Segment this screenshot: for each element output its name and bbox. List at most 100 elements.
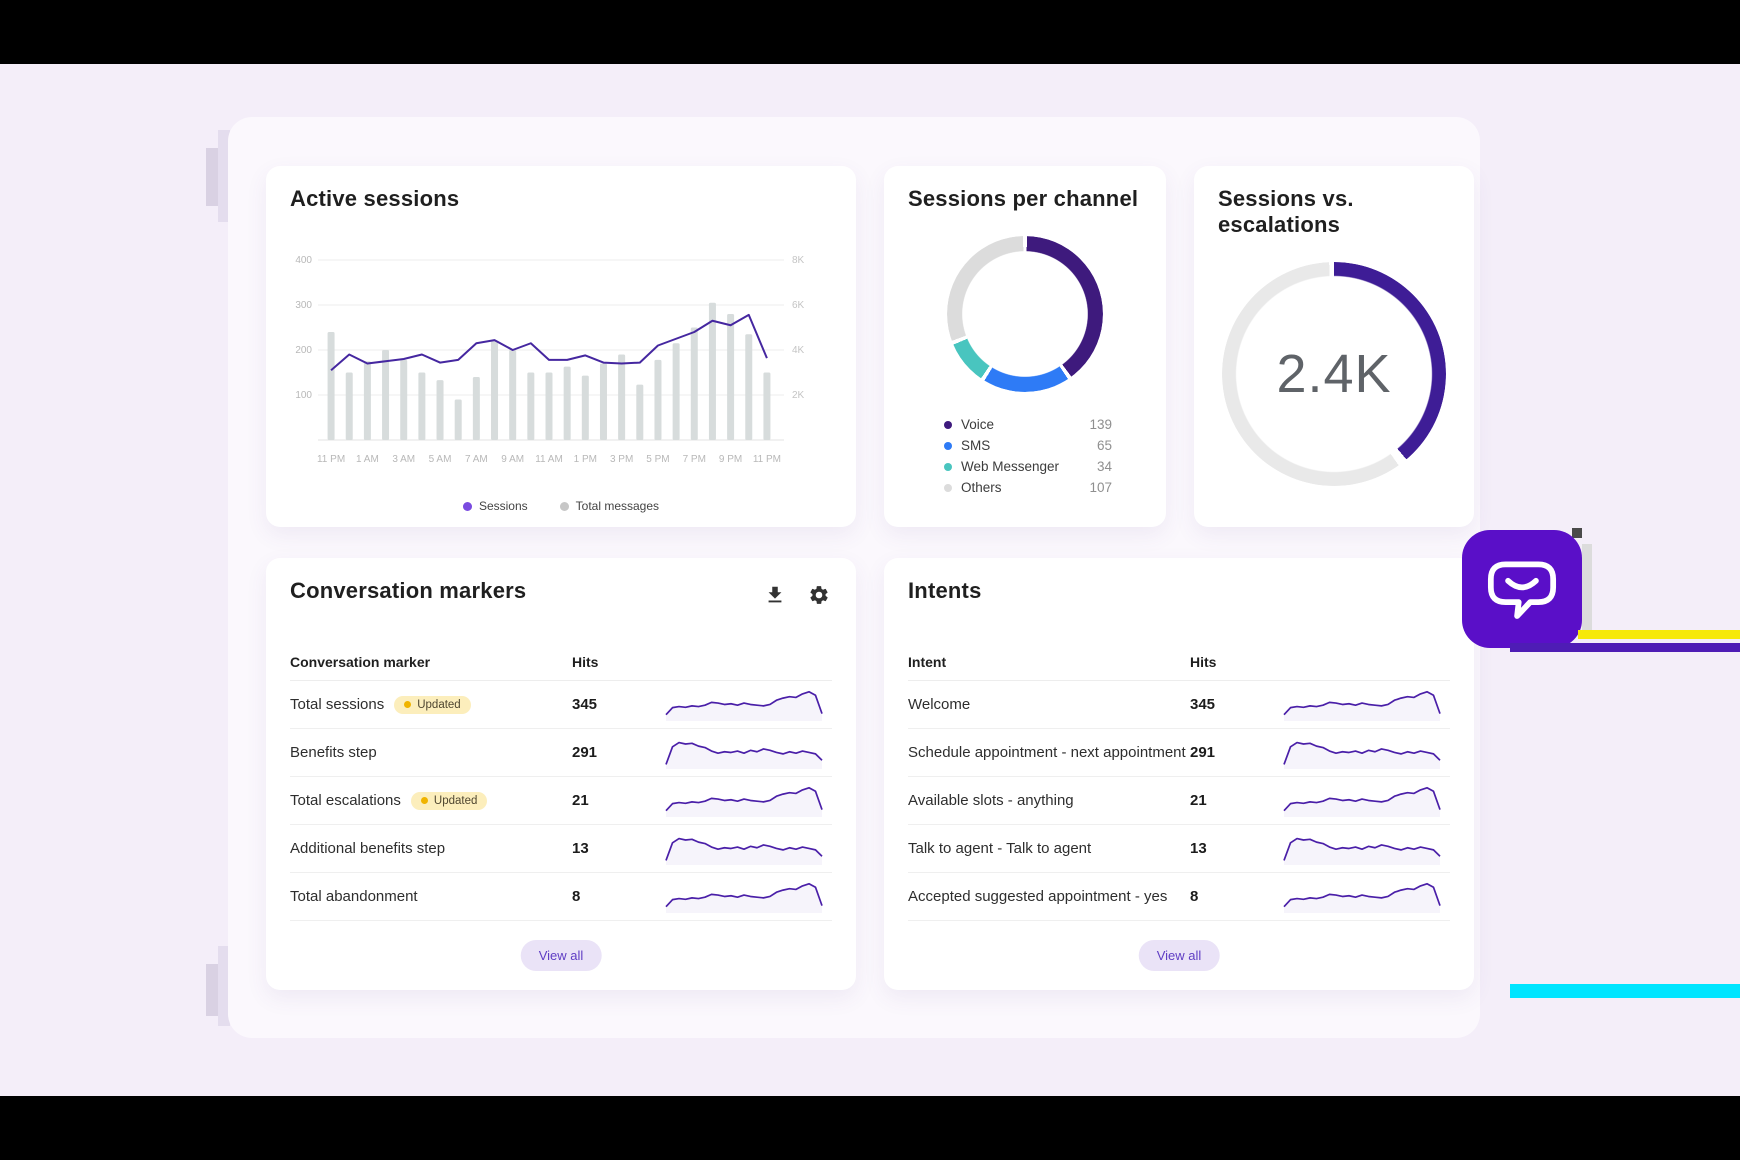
legend-value: 107 bbox=[1089, 480, 1112, 495]
svg-text:11 AM: 11 AM bbox=[535, 454, 563, 465]
table-row[interactable]: Total escalations Updated 21 bbox=[290, 777, 832, 825]
view-all-button[interactable]: View all bbox=[520, 940, 602, 971]
table-header: Intent Hits bbox=[908, 644, 1450, 681]
download-icon[interactable] bbox=[764, 584, 786, 606]
table-row[interactable]: Talk to agent - Talk to agent 13 bbox=[908, 825, 1450, 873]
row-sparkline bbox=[1282, 879, 1450, 915]
row-hits-value: 21 bbox=[1190, 792, 1207, 809]
legend-label: Voice bbox=[961, 417, 995, 432]
row-label: Accepted suggested appointment - yes bbox=[908, 888, 1190, 905]
svg-text:2K: 2K bbox=[792, 390, 805, 401]
svg-text:3 AM: 3 AM bbox=[392, 454, 415, 465]
row-label: Benefits step bbox=[290, 744, 572, 761]
legend-dot bbox=[559, 501, 569, 511]
sparkline-chart bbox=[665, 741, 823, 769]
svg-text:4K: 4K bbox=[792, 345, 805, 356]
row-sparkline bbox=[664, 879, 832, 915]
card-title: Active sessions bbox=[290, 186, 460, 211]
purple-accent-bar bbox=[1510, 643, 1740, 652]
card-title: Sessions per channel bbox=[908, 186, 1139, 211]
table-row[interactable]: Total sessions Updated 345 bbox=[290, 681, 832, 729]
sessions-per-channel-card: Sessions per channel Voice 139 SMS 65 Web Me… bbox=[884, 166, 1166, 527]
smile-speech-bubble-icon bbox=[1487, 561, 1557, 619]
legend-dot bbox=[944, 462, 952, 471]
row-sparkline bbox=[1282, 687, 1450, 723]
pixel-step-decoration bbox=[1582, 544, 1592, 630]
channel-legend-item: SMS 65 bbox=[944, 435, 1112, 456]
channel-legend-item: Others 107 bbox=[944, 477, 1112, 498]
yellow-accent-bar bbox=[1578, 630, 1740, 639]
svg-text:11 PM: 11 PM bbox=[753, 454, 781, 465]
settings-icon[interactable] bbox=[808, 584, 830, 606]
row-hits-value: 291 bbox=[572, 744, 598, 761]
legend-value: 65 bbox=[1096, 438, 1112, 453]
svg-text:8K: 8K bbox=[792, 255, 805, 266]
legend-item-total-messages[interactable]: Total messages bbox=[559, 499, 659, 513]
svg-text:1 AM: 1 AM bbox=[356, 454, 379, 465]
view-all-button[interactable]: View all bbox=[1138, 940, 1220, 971]
column-header: Hits bbox=[572, 654, 599, 670]
row-label-text: Total sessions bbox=[290, 696, 385, 713]
svg-text:6K: 6K bbox=[792, 300, 805, 311]
row-hits-value: 291 bbox=[1190, 744, 1216, 761]
svg-text:300: 300 bbox=[295, 300, 312, 311]
card-title: Sessions vs. escalations bbox=[1218, 186, 1354, 237]
row-label-text: Accepted suggested appointment - yes bbox=[908, 888, 1168, 905]
svg-text:1 PM: 1 PM bbox=[574, 454, 597, 465]
row-sparkline bbox=[1282, 783, 1450, 819]
svg-text:5 AM: 5 AM bbox=[429, 454, 452, 465]
updated-badge: Updated bbox=[410, 791, 488, 810]
sessions-vs-escalations-card: Sessions vs. escalations 2.4K bbox=[1194, 166, 1474, 527]
column-header: Intent bbox=[908, 654, 947, 670]
table-row[interactable]: Total abandonment 8 bbox=[290, 873, 832, 921]
chat-bubble-logo bbox=[1462, 530, 1582, 648]
sparkline-chart bbox=[1283, 786, 1441, 817]
card-title: Conversation markers bbox=[290, 578, 527, 603]
badge-dot bbox=[420, 797, 428, 804]
row-label-text: Talk to agent - Talk to agent bbox=[908, 840, 1092, 857]
row-sparkline bbox=[1282, 831, 1450, 867]
legend-item-sessions[interactable]: Sessions bbox=[462, 499, 528, 513]
row-hits-value: 345 bbox=[572, 696, 598, 713]
table-row[interactable]: Schedule appointment - next appointment 2… bbox=[908, 729, 1450, 777]
table-row[interactable]: Additional benefits step 13 bbox=[290, 825, 832, 873]
svg-text:5 PM: 5 PM bbox=[646, 454, 669, 465]
row-label-text: Welcome bbox=[908, 696, 971, 713]
row-label: Total sessions Updated bbox=[290, 695, 572, 714]
row-label-text: Total abandonment bbox=[290, 888, 418, 905]
badge-label: Updated bbox=[433, 794, 478, 807]
row-sparkline bbox=[664, 831, 832, 867]
row-hits-value: 345 bbox=[1190, 696, 1216, 713]
svg-text:3 PM: 3 PM bbox=[610, 454, 633, 465]
sparkline-chart bbox=[1283, 690, 1441, 721]
intents-table: Intent Hits Welcome 345 Schedule appointme… bbox=[908, 644, 1450, 921]
updated-badge: Updated bbox=[394, 695, 471, 714]
table-row[interactable]: Accepted suggested appointment - yes 8 bbox=[908, 873, 1450, 921]
column-header: Conversation marker bbox=[290, 654, 431, 670]
row-hits-value: 8 bbox=[1190, 888, 1199, 905]
sparkline-chart bbox=[665, 690, 823, 721]
table-header: Conversation marker Hits bbox=[290, 644, 832, 681]
row-sparkline bbox=[664, 687, 832, 723]
table-row[interactable]: Available slots - anything 21 bbox=[908, 777, 1450, 825]
column-header: Hits bbox=[1190, 654, 1217, 670]
row-label: Schedule appointment - next appointment bbox=[908, 744, 1190, 761]
legend-label: SMS bbox=[961, 438, 991, 453]
legend-label: Sessions bbox=[478, 499, 528, 513]
sparkline-chart bbox=[665, 882, 823, 913]
legend-dot bbox=[462, 501, 472, 511]
row-label: Total abandonment bbox=[290, 888, 572, 905]
row-sparkline bbox=[1282, 735, 1450, 771]
pixel-step-decoration bbox=[218, 130, 230, 222]
legend-label: Web Messenger bbox=[961, 459, 1060, 474]
table-row[interactable]: Benefits step 291 bbox=[290, 729, 832, 777]
legend-value: 34 bbox=[1096, 459, 1112, 474]
table-row[interactable]: Welcome 345 bbox=[908, 681, 1450, 729]
cyan-accent-bar bbox=[1510, 984, 1740, 998]
row-label-text: Additional benefits step bbox=[290, 840, 446, 857]
badge-dot bbox=[404, 701, 412, 708]
channel-legend-item: Voice 139 bbox=[944, 414, 1112, 435]
row-sparkline bbox=[664, 783, 832, 819]
svg-text:7 AM: 7 AM bbox=[465, 454, 488, 465]
sparkline-chart bbox=[1283, 741, 1441, 769]
